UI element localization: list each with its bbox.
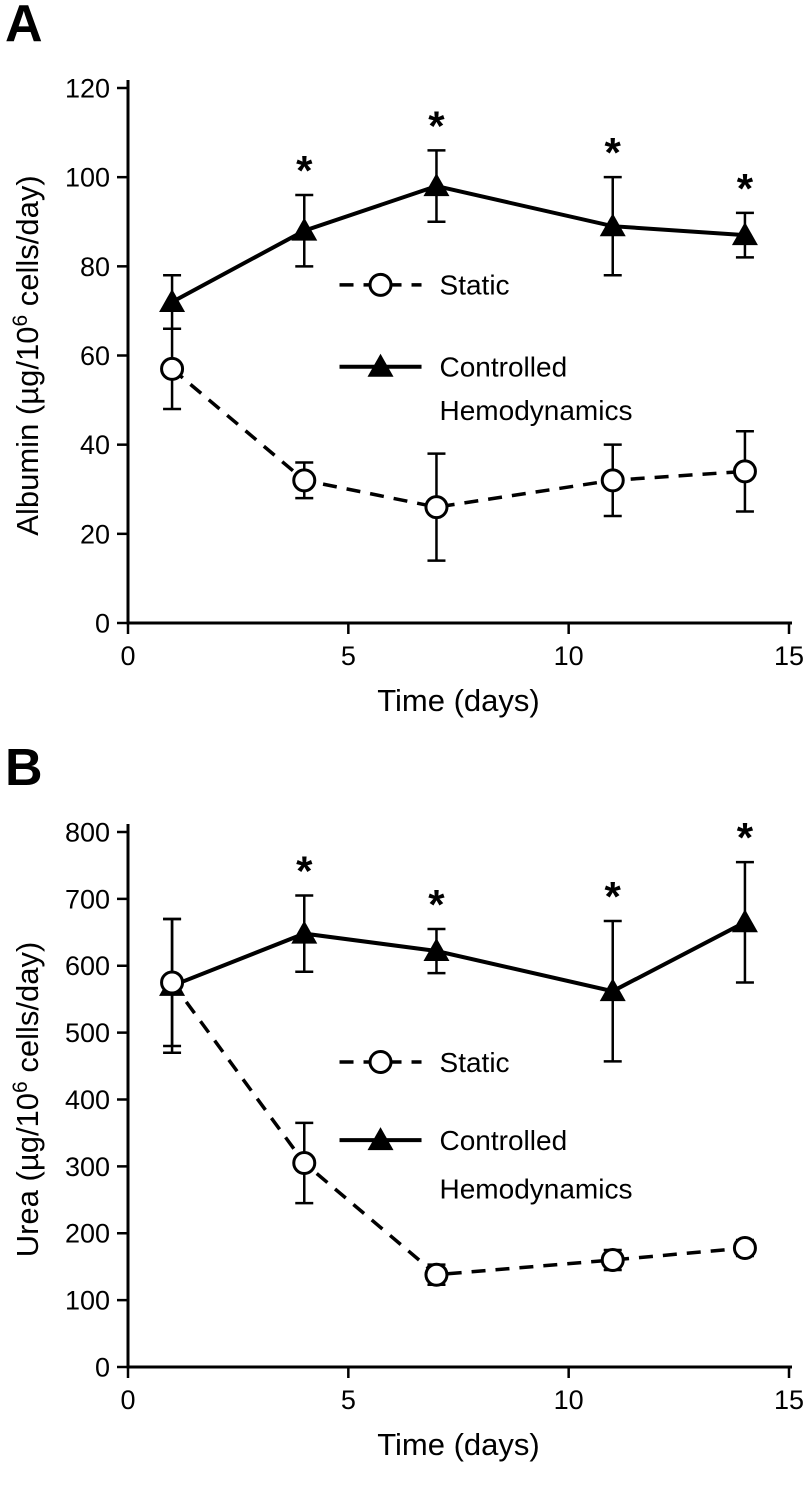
markers-controlled-hemodynamics bbox=[159, 173, 758, 312]
marker-filled-triangle bbox=[291, 920, 318, 944]
y-axis-title: Urea (µg/106 cells/day) bbox=[9, 942, 45, 1258]
x-tick-label: 10 bbox=[554, 1385, 584, 1415]
marker-filled-triangle bbox=[599, 213, 626, 237]
marker-open-circle bbox=[424, 495, 449, 520]
legend-static-marker bbox=[368, 272, 393, 297]
marker-open-circle bbox=[292, 468, 317, 493]
marker-filled-triangle bbox=[291, 217, 318, 241]
legend-label-controlled: Controlled bbox=[440, 1125, 568, 1156]
markers-static bbox=[160, 356, 757, 520]
x-tick-label: 0 bbox=[120, 1385, 135, 1415]
marker-open-circle bbox=[292, 1151, 317, 1176]
y-tick-label: 20 bbox=[80, 519, 110, 549]
y-tick-label: 40 bbox=[80, 430, 110, 460]
marker-open-circle bbox=[424, 1262, 449, 1287]
y-tick-label: 700 bbox=[65, 884, 110, 914]
marker-open-circle bbox=[600, 1248, 625, 1272]
significance-asterisk: * bbox=[737, 165, 754, 212]
marker-filled-triangle bbox=[423, 938, 450, 962]
y-tick-label: 60 bbox=[80, 341, 110, 371]
marker-open-circle bbox=[732, 459, 757, 484]
legend-label-hemodynamics: Hemodynamics bbox=[440, 1174, 633, 1205]
x-tick-label: 10 bbox=[554, 641, 584, 671]
legend-label-hemodynamics: Hemodynamics bbox=[440, 395, 633, 426]
panel-a: A 0 20 40 60 80 100 120 0 5 10 15 Time (days) Albumi… bbox=[5, 0, 804, 718]
legend-controlled-marker bbox=[367, 353, 394, 377]
significance-asterisk: * bbox=[428, 102, 445, 149]
y-tick-label: 800 bbox=[65, 817, 110, 847]
markers-static bbox=[160, 970, 757, 1287]
x-tick-label: 15 bbox=[774, 1385, 804, 1415]
marker-filled-triangle bbox=[731, 909, 758, 933]
significance-asterisk: * bbox=[296, 147, 313, 194]
significance-asterisk: * bbox=[605, 873, 622, 920]
x-tick-label: 15 bbox=[774, 641, 804, 671]
y-tick-label: 400 bbox=[65, 1085, 110, 1115]
marker-open-circle bbox=[160, 356, 185, 381]
panel-b-label: B bbox=[5, 739, 43, 797]
marker-open-circle bbox=[600, 468, 625, 493]
legend-label-static: Static bbox=[440, 270, 510, 301]
marker-open-circle bbox=[732, 1235, 757, 1260]
albumin-chart: 0 20 40 60 80 100 120 0 5 10 15 Time (days) Albumin … bbox=[9, 73, 804, 718]
x-tick-label: 5 bbox=[341, 1385, 356, 1415]
y-axis-title: Albumin (µg/106 cells/day) bbox=[9, 175, 45, 535]
x-tick-label: 5 bbox=[341, 641, 356, 671]
series-line-static bbox=[170, 367, 746, 509]
series-line-controlled-hemodynamics bbox=[171, 920, 746, 994]
marker-filled-triangle bbox=[159, 289, 186, 312]
y-tick-label: 80 bbox=[80, 252, 110, 282]
series-controlled-hemodynamics bbox=[163, 149, 754, 330]
legend-static-marker bbox=[368, 1050, 393, 1075]
marker-filled-triangle bbox=[731, 222, 758, 246]
y-tick-label: 500 bbox=[65, 1018, 110, 1048]
marker-open-circle bbox=[160, 970, 185, 995]
legend: Static Controlled Hemodynamics bbox=[339, 270, 633, 426]
panel-a-label: A bbox=[5, 0, 43, 53]
series-static bbox=[163, 917, 754, 1286]
axes: 0 100 200 300 400 500 600 700 800 0 5 10 15 Time (day… bbox=[9, 817, 804, 1462]
axes: 0 20 40 60 80 100 120 0 5 10 15 Time (days) Albumin … bbox=[9, 73, 804, 718]
y-tick-label: 100 bbox=[65, 163, 110, 193]
x-axis-title: Time (days) bbox=[377, 1427, 539, 1462]
y-tick-label: 200 bbox=[65, 1219, 110, 1249]
significance-asterisk: * bbox=[605, 129, 622, 176]
y-tick-label: 0 bbox=[95, 1352, 110, 1382]
y-tick-label: 0 bbox=[95, 608, 110, 638]
y-tick-label: 120 bbox=[65, 73, 110, 103]
urea-chart: 0 100 200 300 400 500 600 700 800 0 5 10 15 Time (day… bbox=[9, 814, 804, 1462]
y-tick-label: 600 bbox=[65, 951, 110, 981]
y-tick-label: 100 bbox=[65, 1286, 110, 1316]
panel-b: B 0 100 200 300 400 500 600 700 800 0 5 10 15 Time (d… bbox=[0, 739, 812, 1488]
legend-controlled-marker bbox=[367, 1127, 394, 1151]
significance-asterisk: * bbox=[296, 848, 313, 895]
legend-label-static: Static bbox=[440, 1047, 510, 1078]
x-tick-label: 0 bbox=[120, 641, 135, 671]
significance-asterisk: * bbox=[428, 881, 445, 928]
y-tick-label: 300 bbox=[65, 1152, 110, 1182]
legend: Static Controlled Hemodynamics bbox=[339, 1047, 633, 1205]
series-controlled-hemodynamics bbox=[163, 860, 754, 1063]
significance-asterisk: * bbox=[737, 814, 754, 861]
marker-filled-triangle bbox=[599, 978, 626, 1002]
marker-filled-triangle bbox=[423, 173, 450, 197]
x-axis-title: Time (days) bbox=[377, 683, 539, 718]
legend-label-controlled: Controlled bbox=[440, 352, 568, 383]
